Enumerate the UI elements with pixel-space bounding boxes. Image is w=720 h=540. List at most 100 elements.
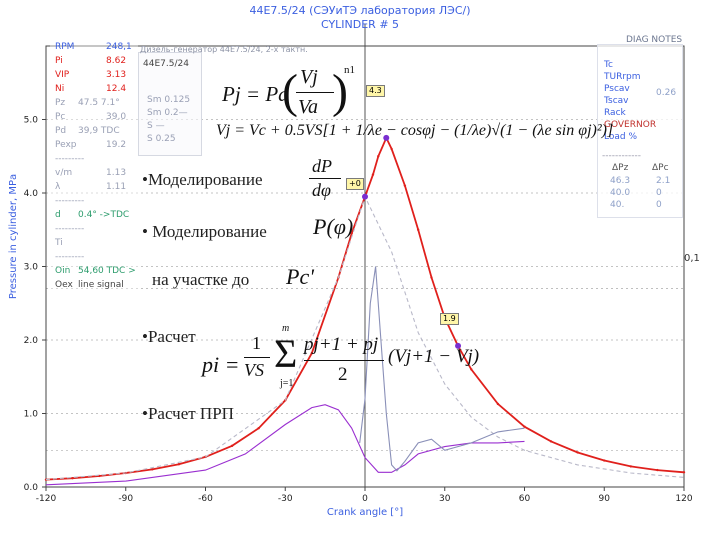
exp-point <box>455 342 462 349</box>
param-label: Pz <box>55 98 66 108</box>
param-label: v/m <box>55 168 73 178</box>
engine-caption: Дизель-генератор 44E7.5/24, 2-х тактн. <box>140 45 308 54</box>
x-axis-label: Crank angle [°] <box>327 507 403 518</box>
data-point <box>377 155 380 158</box>
param-label: VIP <box>55 70 70 80</box>
dp-cell: 0 <box>656 188 662 198</box>
formula-pj-num: Vj <box>300 66 318 88</box>
formula-dp-fraction-bar <box>309 178 341 179</box>
data-point <box>151 468 154 471</box>
right-axis-label: 0,1 <box>684 253 700 264</box>
formula-pj-paren-left: ( <box>282 65 298 118</box>
x-tick-label: 90 <box>599 494 611 504</box>
data-point <box>430 276 433 279</box>
right-param-row: Tc <box>604 60 613 70</box>
formula-p-phi: P(φ) <box>313 214 354 239</box>
formula-pi-fraction-bar <box>244 357 270 358</box>
param-value: 39,0 <box>106 112 127 122</box>
data-point <box>523 425 526 428</box>
x-tick-label: 60 <box>519 494 531 504</box>
series-line <box>359 266 525 472</box>
param-label: Ti <box>55 238 63 248</box>
data-point <box>230 444 234 448</box>
mid-param-row: S 0.25 <box>147 134 176 144</box>
y-tick-label: 0.0 <box>24 483 39 493</box>
bullet-modeling-2: • Моделирование <box>142 222 267 241</box>
chart-grid <box>46 24 684 487</box>
marker-tdc[interactable]: +0 <box>346 178 364 190</box>
x-tick-label: 120 <box>675 494 692 504</box>
param-label: Pexp <box>55 140 77 150</box>
formula-pi-den: 2 <box>338 364 348 385</box>
x-tick-label: -30 <box>278 494 293 504</box>
mid-param-row: Sm 0.125 <box>147 95 191 105</box>
data-point <box>257 427 260 430</box>
mid-param-row: Sm 0.2— <box>147 108 188 118</box>
formula-dp-num: dP <box>312 156 332 176</box>
dp-cell: 0 <box>656 200 662 210</box>
param-label: Oex <box>55 280 73 290</box>
param-label: RPM <box>55 42 75 52</box>
dp-cell: 40.0 <box>610 188 631 198</box>
data-point <box>629 465 633 468</box>
right-param-row: Load % <box>604 132 638 142</box>
dp-header-pz: ΔPz <box>612 163 629 173</box>
param-label: --------- <box>55 196 85 206</box>
bullet-modeling-2-tail: на участке до <box>152 270 250 289</box>
dp-cell: 2.1 <box>656 176 671 186</box>
param-label: --------- <box>55 252 85 262</box>
formula-pj-exp: n1 <box>344 64 355 76</box>
param-label: --------- <box>55 154 85 164</box>
param-label: --------- <box>55 224 85 234</box>
data-point <box>310 352 314 355</box>
param-value: 3.13 <box>106 70 127 80</box>
formula-dp-den: dφ <box>312 180 331 200</box>
right-param-row: Pscav <box>604 84 630 94</box>
marker-exp[interactable]: 1.9 <box>440 313 459 325</box>
data-point <box>496 402 500 406</box>
formula-pj-den: Va <box>298 96 318 118</box>
data-point <box>603 459 606 462</box>
formula-pc-prime: Pc' <box>286 264 314 289</box>
y-axis-label: Pressure in cylinder, МРа <box>8 174 19 299</box>
pscav-value: 0.26 <box>656 88 677 98</box>
dp-cell: 46.3 <box>610 176 631 186</box>
cylinder-title: CYLINDER # 5 <box>320 18 400 31</box>
window-title: 44E7.5/24 (СЭУиТЭ лаборатория ЛЭС/) <box>249 4 471 17</box>
engine-code: 44E7.5/24 <box>143 59 189 69</box>
y-tick-label: 4.0 <box>24 189 39 199</box>
peak-point <box>383 134 390 141</box>
formula-sum-top: m <box>282 323 290 334</box>
mid-param-row: S — <box>147 121 165 131</box>
formula-pi-lhs: pi = <box>202 352 240 377</box>
marker-peak[interactable]: 4.3 <box>366 85 385 97</box>
param-label: Oin <box>55 266 71 276</box>
param-value: 39,9 TDC <box>78 126 120 136</box>
data-point <box>549 440 553 443</box>
param-value: 1.13 <box>106 168 127 178</box>
tdc-point <box>362 193 368 200</box>
param-value: 248,1 <box>106 42 132 52</box>
right-param-row: Tscav <box>604 96 629 106</box>
x-tick-label: 30 <box>439 494 451 504</box>
formula-pj-lhs: Pj = Pa <box>222 82 289 106</box>
x-tick-label: -90 <box>118 494 133 504</box>
formula-pi-vs: VS <box>244 360 264 380</box>
param-label: Ni <box>55 84 65 94</box>
engine-info-panel: 44E7.5/24 Sm 0.125 Sm 0.2— S — S 0.25 <box>138 52 202 156</box>
formula-pi-num-bar <box>304 360 384 361</box>
data-point <box>576 451 579 454</box>
data-point <box>403 184 407 187</box>
chart-series <box>44 134 686 486</box>
x-tick-label: -60 <box>198 494 213 504</box>
param-value: line signal <box>78 280 124 290</box>
x-tick-label: 0 <box>362 494 368 504</box>
series-line <box>45 404 525 486</box>
dp-cell: 40. <box>610 200 625 210</box>
formula-pj-fraction-bar <box>296 92 334 93</box>
y-tick-label: 2.0 <box>24 336 39 346</box>
bullet-calc-2: •Расчет ПРП <box>142 404 234 423</box>
param-label: Pi <box>55 56 63 66</box>
param-label: Pd <box>55 126 67 136</box>
